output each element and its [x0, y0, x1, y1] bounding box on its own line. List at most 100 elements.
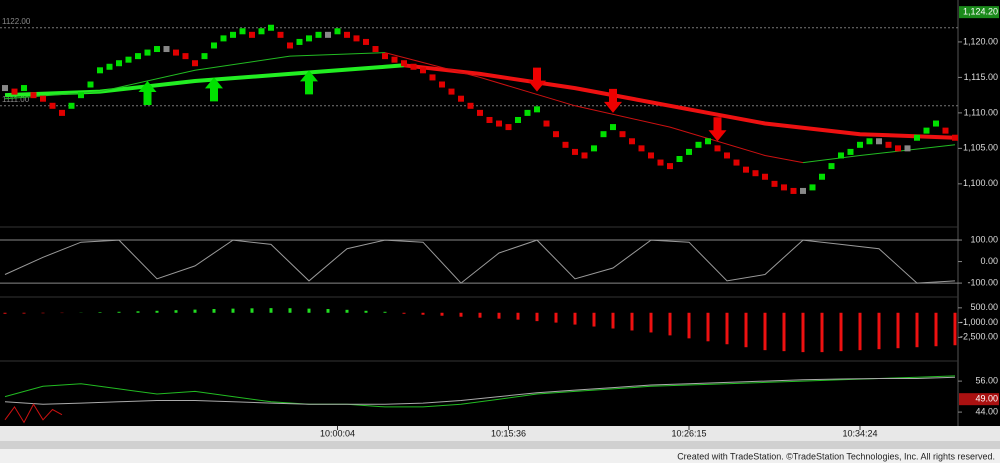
histogram-bar: [535, 312, 539, 322]
price-brick: [144, 49, 151, 56]
price-brick: [363, 38, 369, 45]
histogram-bar: [364, 310, 368, 313]
price-brick: [182, 53, 189, 60]
signal-arrow: [708, 117, 727, 142]
indicator-line: [4, 376, 956, 405]
price-brick: [353, 35, 360, 42]
price-brick: [201, 53, 208, 60]
moving-average: [384, 52, 804, 164]
signal-arrow: [300, 70, 318, 95]
histogram-bar: [136, 311, 140, 313]
price-brick: [125, 56, 132, 63]
price-brick: [211, 42, 217, 49]
histogram-bar: [402, 312, 406, 314]
y-tick-label: 1,105.00: [963, 143, 998, 153]
histogram-bar: [782, 312, 786, 352]
moving-average: [403, 63, 956, 140]
histogram-bar: [250, 308, 254, 313]
price-brick: [334, 28, 341, 35]
price-brick: [496, 120, 502, 127]
histogram-bar: [915, 312, 919, 348]
histogram-bar: [174, 310, 178, 313]
histogram-bar: [497, 312, 501, 319]
histogram-bar: [440, 312, 444, 316]
price-brick: [439, 81, 445, 88]
price-brick: [942, 127, 949, 134]
signal-arrow: [604, 88, 622, 113]
histogram-bar: [801, 312, 805, 353]
histogram-bar: [687, 312, 691, 339]
price-brick: [952, 134, 958, 141]
histogram-bar: [516, 312, 520, 320]
price-brick: [40, 95, 46, 102]
price-brick: [173, 49, 179, 56]
price-brick: [847, 148, 854, 155]
price-brick: [429, 74, 436, 81]
price-brick: [752, 170, 759, 177]
y-tick-label: 56.00: [975, 375, 998, 385]
price-brick: [268, 24, 274, 31]
price-brick: [686, 148, 692, 155]
histogram-bar: [269, 308, 273, 313]
price-brick: [192, 60, 198, 67]
price-brick: [933, 120, 939, 127]
price-brick: [420, 67, 426, 74]
histogram-bar: [459, 312, 463, 317]
price-brick: [771, 180, 778, 187]
price-brick: [296, 38, 303, 45]
histogram-bar: [326, 309, 330, 313]
scrollbar[interactable]: [0, 441, 1000, 449]
price-brick: [515, 116, 521, 123]
price-brick: [904, 145, 911, 152]
histogram-bar: [839, 312, 843, 352]
price-brick: [477, 109, 483, 116]
y-tick-label: 44.00: [975, 406, 998, 416]
histogram-bar: [288, 308, 292, 313]
histogram-bar: [877, 312, 881, 350]
price-brick: [486, 116, 493, 123]
price-brick: [135, 53, 141, 60]
price-brick: [448, 88, 455, 95]
price-brick: [249, 31, 255, 38]
price-brick: [220, 35, 227, 42]
price-brick: [401, 60, 407, 67]
price-brick: [410, 63, 417, 70]
histogram-bar: [155, 310, 159, 313]
reference-label: 1122.00: [2, 17, 31, 26]
signal-arrow: [205, 77, 223, 102]
moving-average: [802, 144, 956, 164]
price-brick: [610, 124, 616, 131]
moving-average: [4, 52, 386, 100]
price-brick: [800, 187, 806, 194]
price-brick: [505, 124, 512, 131]
histogram-bar: [858, 312, 862, 351]
histogram-bar: [3, 312, 7, 314]
price-brick: [382, 53, 388, 60]
histogram-bar: [231, 308, 235, 313]
price-brick: [790, 187, 797, 194]
histogram-bar: [117, 311, 121, 313]
price-brick: [819, 173, 825, 180]
indicator-line: [4, 239, 956, 284]
price-brick: [562, 141, 569, 148]
price-brick: [733, 159, 740, 166]
histogram-bar: [592, 312, 596, 327]
price-brick: [629, 138, 635, 145]
value-box-label: 1,124.20: [963, 7, 998, 17]
price-brick: [116, 60, 122, 67]
price-brick: [315, 31, 322, 38]
price-brick: [467, 102, 474, 109]
y-tick-label: 500.00: [970, 302, 998, 312]
price-brick: [714, 145, 721, 152]
x-tick-label: 10:26:15: [671, 428, 706, 438]
price-brick: [781, 184, 787, 191]
price-brick: [2, 85, 8, 92]
price-brick: [391, 56, 398, 63]
price-brick: [458, 95, 464, 102]
price-brick: [21, 85, 27, 92]
y-tick-label: 0.00: [980, 256, 998, 266]
signal-arrow: [528, 67, 546, 92]
value-box-label: 49.00: [975, 394, 998, 404]
y-tick-label: 1,100.00: [963, 178, 998, 188]
